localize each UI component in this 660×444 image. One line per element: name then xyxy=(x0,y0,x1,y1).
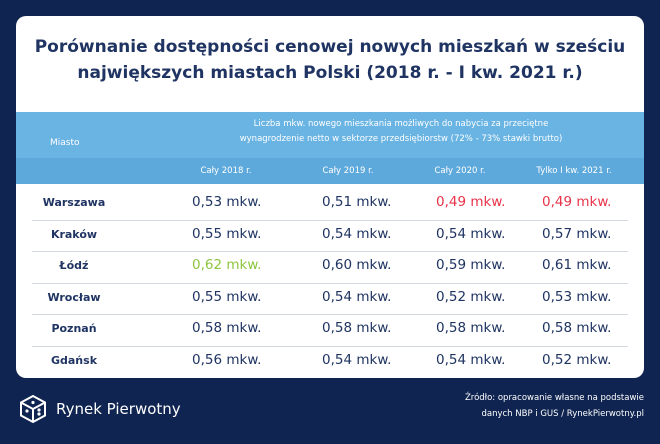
value-cell: 0,58 mkw. xyxy=(436,320,506,336)
table-card: Porównanie dostępności cenowej nowych mi… xyxy=(16,16,644,378)
column-header-2021q1: Tylko I kw. 2021 r. xyxy=(536,166,612,176)
value-cell: 0,55 mkw. xyxy=(192,288,262,305)
value-cell: 0,53 mkw. xyxy=(192,194,262,210)
row-divider xyxy=(32,219,628,221)
source-note: Źródło: opracowanie własne na podstawie … xyxy=(394,390,644,422)
value-cell: 0,59 mkw. xyxy=(436,257,506,273)
row-divider xyxy=(32,345,628,347)
value-cell: 0,51 mkw. xyxy=(322,194,392,210)
city-column-header: Miasto xyxy=(50,138,80,148)
city-cell: Wrocław xyxy=(47,290,101,304)
header-description: Liczba mkw. nowego mieszkania możliwych … xyxy=(166,117,636,147)
value-cell: 0,57 mkw. xyxy=(542,225,612,242)
value-cell: 0,54 mkw. xyxy=(436,225,506,242)
value-cell: 0,58 mkw. xyxy=(192,320,262,336)
value-cell: 0,52 mkw. xyxy=(542,351,612,368)
city-cell: Gdańsk xyxy=(50,353,98,367)
table-row: Kraków 0,55 mkw. 0,54 mkw. 0,54 mkw. 0,57 mk… xyxy=(16,219,644,252)
value-cell: 0,58 mkw. xyxy=(322,320,392,336)
source-line-1: Źródło: opracowanie własne na podstawie xyxy=(464,393,644,403)
value-cell: 0,60 mkw. xyxy=(322,257,392,273)
value-cell: 0,49 mkw. xyxy=(542,194,612,210)
page-title: Porównanie dostępności cenowej nowych mi… xyxy=(16,34,644,86)
value-cell: 0,52 mkw. xyxy=(436,288,506,305)
city-cell: Poznań xyxy=(51,322,97,335)
table-row: Warszawa 0,53 mkw. 0,51 mkw. 0,49 mkw. 0,49 … xyxy=(16,188,644,220)
value-cell: 0,49 mkw. xyxy=(436,194,506,210)
value-cell: 0,54 mkw. xyxy=(322,288,392,305)
title-line-2: największych miastach Polski (2018 r. - … xyxy=(77,63,583,83)
table-row: Łódź 0,62 mkw. 0,60 mkw. 0,59 mkw. 0,61 mkw. xyxy=(16,251,644,283)
table-header-top xyxy=(16,112,644,158)
value-cell: 0,61 mkw. xyxy=(542,257,612,273)
city-cell: Warszawa xyxy=(42,196,106,209)
source-line-2: danych NBP i GUS / RynekPierwotny.pl xyxy=(481,409,644,419)
cube-logo-icon xyxy=(20,394,46,424)
value-cell: 0,54 mkw. xyxy=(436,351,506,368)
table-row: Gdańsk 0,56 mkw. 0,54 mkw. 0,54 mkw. 0,52 mk… xyxy=(16,345,644,378)
column-header-2020: Cały 2020 r. xyxy=(434,166,486,176)
value-cell: 0,56 mkw. xyxy=(192,351,262,368)
city-cell: Kraków xyxy=(50,227,98,241)
value-cell: 0,55 mkw. xyxy=(192,225,262,242)
description-line-1: Liczba mkw. nowego mieszkania możliwych … xyxy=(253,119,549,129)
table-row: Poznań 0,58 mkw. 0,58 mkw. 0,58 mkw. 0,58 mk… xyxy=(16,314,644,346)
value-cell: 0,53 mkw. xyxy=(542,288,612,305)
brand: Rynek Pierwotny xyxy=(18,394,181,424)
value-cell: 0,62 mkw. xyxy=(192,257,262,273)
column-header-2019: Cały 2019 r. xyxy=(322,166,374,176)
city-cell: Łódź xyxy=(59,259,89,272)
value-cell: 0,54 mkw. xyxy=(322,225,392,242)
table-row: Wrocław 0,55 mkw. 0,54 mkw. 0,52 mkw. 0,53 m… xyxy=(16,282,644,315)
row-divider xyxy=(32,251,628,252)
table-header-columns xyxy=(16,158,644,184)
row-divider xyxy=(32,314,628,315)
value-cell: 0,54 mkw. xyxy=(322,351,392,368)
description-line-2: wynagrodzenie netto w sektorze przedsięb… xyxy=(239,134,563,144)
column-header-2018: Cały 2018 r. xyxy=(200,166,252,176)
title-line-1: Porównanie dostępności cenowej nowych mi… xyxy=(34,37,626,57)
value-cell: 0,58 mkw. xyxy=(542,320,612,336)
brand-name: Rynek Pierwotny xyxy=(56,400,181,418)
row-divider xyxy=(32,282,628,284)
